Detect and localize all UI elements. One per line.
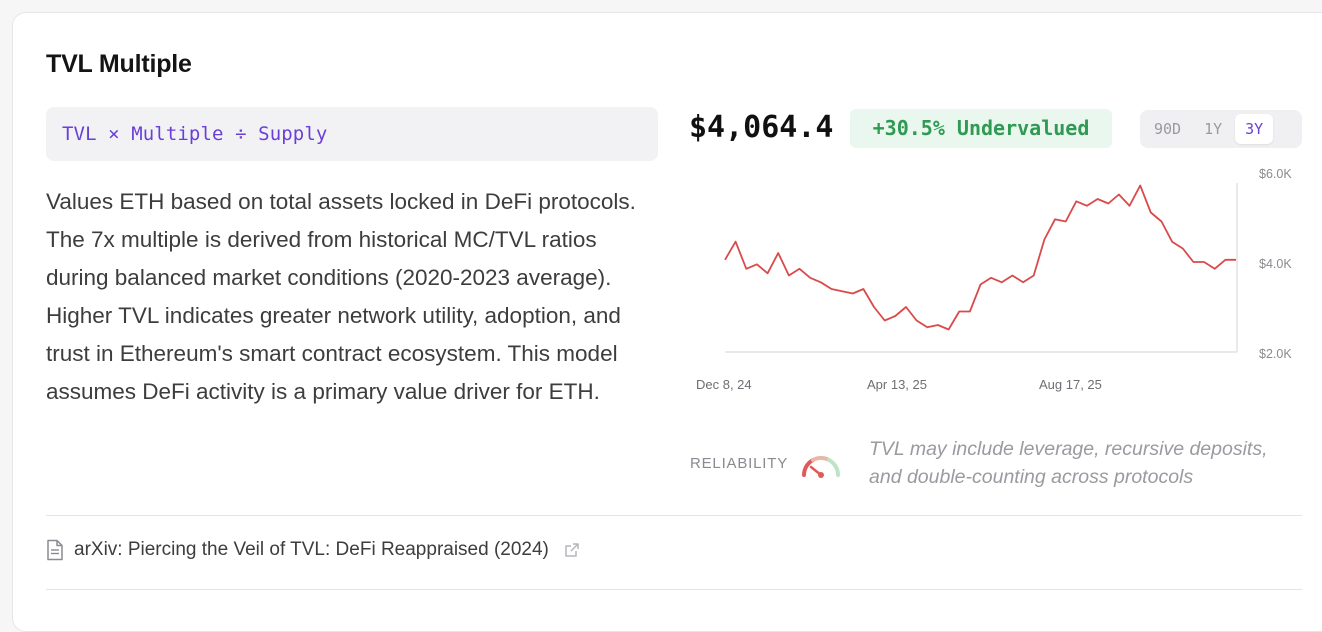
- valuation-badge: +30.5% Undervalued: [850, 109, 1112, 148]
- reliability-note: TVL may include leverage, recursive depo…: [869, 438, 1268, 488]
- range-button-1y[interactable]: 1Y: [1204, 120, 1223, 138]
- reliability-label: RELIABILITY: [690, 455, 789, 472]
- range-button-90d[interactable]: 90D: [1154, 120, 1182, 138]
- y-tick-label: $2.0K: [1259, 347, 1292, 361]
- tvl-chart: $6.0K $4.0K $2.0K Dec 8, 24 Apr 13, 25 A…: [696, 167, 1292, 392]
- document-icon: [47, 539, 63, 561]
- x-tick-label: Aug 17, 25: [1039, 377, 1102, 392]
- divider: [46, 589, 1302, 590]
- y-tick-label: $6.0K: [1259, 167, 1292, 181]
- x-tick-label: Dec 8, 24: [696, 377, 752, 392]
- model-description: Values ETH based on total assets locked …: [46, 189, 636, 404]
- x-tick-label: Apr 13, 25: [867, 377, 927, 392]
- source-row[interactable]: arXiv: Piercing the Veil of TVL: DeFi Re…: [46, 539, 581, 561]
- model-price: $4,064.4: [689, 110, 834, 145]
- formula-box: TVL × Multiple ÷ Supply: [46, 107, 658, 161]
- reliability-gauge-icon: [802, 456, 840, 478]
- series-line: [724, 184, 1236, 331]
- range-selector: 90D 1Y 3Y: [1140, 110, 1302, 148]
- external-link-icon[interactable]: [563, 541, 581, 559]
- y-tick-label: $4.0K: [1259, 257, 1292, 271]
- range-button-3y[interactable]: 3Y: [1235, 114, 1274, 144]
- source-link[interactable]: arXiv: Piercing the Veil of TVL: DeFi Re…: [74, 539, 549, 560]
- model-card: TVL Multiple TVL × Multiple ÷ Supply Val…: [12, 12, 1322, 632]
- card-title: TVL Multiple: [46, 50, 192, 78]
- divider: [46, 515, 1302, 516]
